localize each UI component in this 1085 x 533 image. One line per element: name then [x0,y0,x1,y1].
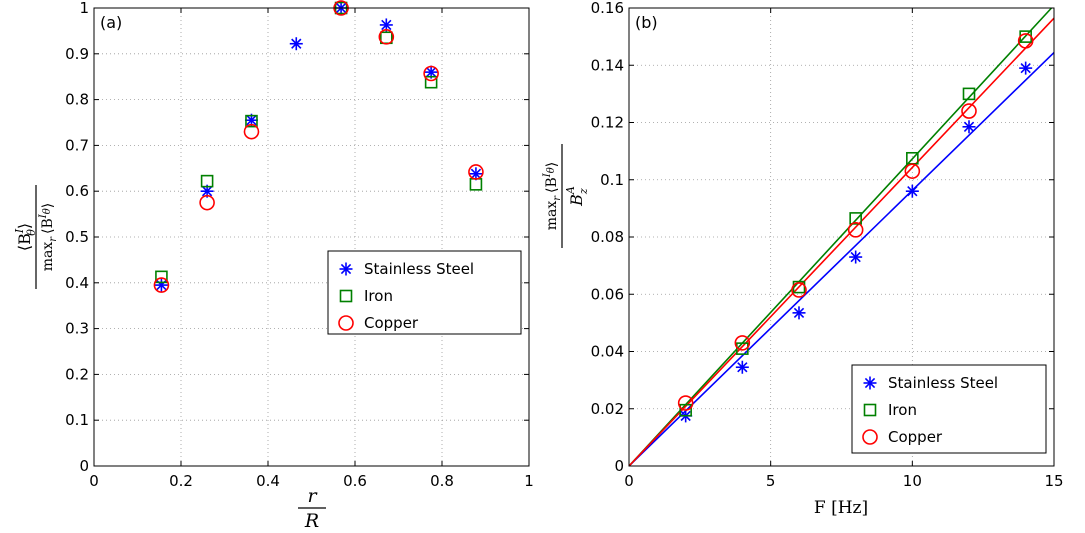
y-tick-label: 0.1 [65,411,89,429]
x-axis-label: rR [298,485,326,532]
legend-marker [863,376,877,390]
data-point [905,184,919,198]
legend-label: Stainless Steel [364,260,474,278]
data-point [962,87,976,101]
x-tick-label: 0 [89,472,99,490]
fit-line-1 [628,7,1053,467]
y-tick-label: 0.5 [65,228,89,246]
data-point [904,163,921,179]
y-tick-label: 1 [79,0,89,17]
x-axis-label: F [Hz] [814,498,868,518]
data-point [153,277,170,293]
plot-area [94,8,529,466]
y-axis-label: maxr⟨BIθ⟩BAz [542,144,590,248]
y-tick-label: 0.6 [65,182,89,200]
x-tick-label: 0 [624,472,634,490]
y-axis-label: ⟨BIθ⟩maxr⟨BIθ⟩ [13,185,59,289]
data-point [289,37,303,51]
x-tick-label: 0.6 [343,472,367,490]
legend-label: Iron [888,401,917,419]
y-axis-label-num: maxr⟨BIθ⟩ [542,162,563,231]
legend-marker [339,289,353,303]
x-tick-label: 0.8 [430,472,454,490]
data-point [677,395,694,411]
legend-label: Copper [364,314,419,332]
data-point [1017,33,1034,49]
data-point [847,222,864,238]
data-point [849,250,863,264]
y-axis-label-num: ⟨BIθ⟩ [13,223,38,251]
data-point [155,270,168,284]
data-point [736,342,749,355]
y-tick-label: 0.06 [591,285,624,303]
data-point [378,29,395,45]
y-axis-label-den: maxr⟨BIθ⟩ [38,203,59,272]
legend: Stainless Steel Iron Copper [327,250,522,335]
y-tick-label: 0.8 [65,91,89,109]
y-tick-label: 0 [614,457,624,475]
data-point [199,194,215,211]
legend-label: Stainless Steel [888,374,998,392]
data-point [1019,61,1033,75]
legend-marker [339,262,353,276]
data-point [469,167,483,181]
legend-label: Copper [888,428,943,446]
y-tick-label: 0 [79,457,89,475]
data-point [735,360,749,374]
x-axis-label-num: r [307,485,318,507]
legend-marker [862,429,878,445]
y-tick-label: 0.16 [591,0,624,17]
data-point [961,103,977,119]
axes-frame [628,7,1055,467]
y-tick-label: 0.7 [65,136,89,154]
data-point [679,403,692,417]
data-point [379,18,393,32]
fit-line-0 [628,51,1055,467]
y-tick-label: 0.04 [591,343,624,361]
fit-line-2 [628,17,1055,467]
axes-frame [93,7,530,467]
panel-b: 0 5 10 15 0 0.02 0.04 0.06 0.08 0.1 0.12 0.14 0.16 (b… [542,0,1064,518]
data-point [245,114,258,128]
y-tick-label: 0.02 [591,400,624,418]
y-tick-label: 0.3 [65,320,89,338]
legend-marker [338,315,354,331]
x-tick-label: 0.4 [256,472,280,490]
y-tick-label: 0.1 [600,171,624,189]
legend-label: Iron [364,287,393,305]
y-tick-label: 0.2 [65,365,89,383]
data-point [849,212,862,225]
legend-box [327,250,522,335]
data-point [200,174,214,188]
y-tick-label: 0.14 [591,56,624,74]
x-tick-label: 10 [903,472,922,490]
y-tick-label: 0.12 [591,114,624,132]
x-tick-label: 5 [766,472,776,490]
data-point [243,123,260,140]
data-point [734,335,751,351]
legend-box [851,364,1047,454]
y-tick-label: 0.08 [591,228,624,246]
panel-a: 0 0.2 0.4 0.6 0.8 1 0 0.1 0.2 0.3 0.4 0.5 0.6 0.7 0.8 0… [13,0,534,532]
data-point [423,65,439,82]
data-point [792,280,806,294]
legend-marker [863,403,877,417]
x-axis-label-den: R [304,510,319,532]
data-point [791,282,807,298]
panel-label: (a) [100,13,122,32]
x-tick-label: 1 [524,472,534,490]
data-point [962,120,976,134]
y-axis-label-den: BAz [564,186,590,207]
x-tick-label: 15 [1044,472,1063,490]
panel-label: (b) [635,13,658,32]
y-tick-label: 0.4 [65,274,89,292]
data-point [792,306,806,320]
data-point [468,164,484,180]
legend: Stainless Steel Iron Copper [851,364,1047,454]
data-point [424,75,438,89]
x-tick-label: 0.2 [169,472,193,490]
y-tick-label: 0.9 [65,45,89,63]
